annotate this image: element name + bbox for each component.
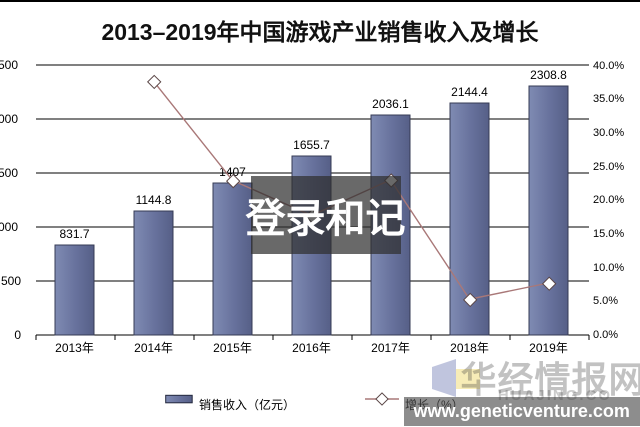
svg-text:2308.8: 2308.8 (530, 68, 567, 82)
svg-text:1144.8: 1144.8 (136, 193, 172, 207)
svg-text:2144.4: 2144.4 (451, 85, 488, 99)
svg-text:销售收入（亿元）: 销售收入（亿元） (199, 397, 295, 412)
svg-text:0.0%: 0.0% (593, 329, 618, 341)
svg-text:2017年: 2017年 (371, 341, 410, 355)
svg-text:0: 0 (14, 328, 21, 342)
svg-text:1500: 1500 (0, 166, 18, 180)
svg-text:2036.1: 2036.1 (372, 97, 409, 111)
svg-text:20.0%: 20.0% (593, 194, 624, 206)
svg-text:10.0%: 10.0% (593, 262, 624, 274)
svg-text:1000: 1000 (0, 220, 18, 234)
svg-text:2016年: 2016年 (292, 341, 331, 355)
svg-text:831.7: 831.7 (59, 227, 89, 241)
svg-text:40.0%: 40.0% (593, 60, 624, 72)
svg-text:2013年: 2013年 (55, 341, 94, 355)
svg-text:35.0%: 35.0% (593, 93, 624, 105)
svg-text:15.0%: 15.0% (593, 228, 624, 240)
svg-text:2015年: 2015年 (213, 341, 252, 355)
svg-text:5.0%: 5.0% (593, 295, 618, 307)
svg-text:25.0%: 25.0% (593, 161, 624, 173)
svg-text:500: 500 (1, 274, 21, 288)
svg-text:2000: 2000 (0, 112, 18, 126)
svg-text:2500: 2500 (0, 58, 18, 72)
svg-text:2014年: 2014年 (134, 341, 173, 355)
svg-text:30.0%: 30.0% (593, 127, 624, 139)
svg-text:1655.7: 1655.7 (293, 138, 330, 152)
